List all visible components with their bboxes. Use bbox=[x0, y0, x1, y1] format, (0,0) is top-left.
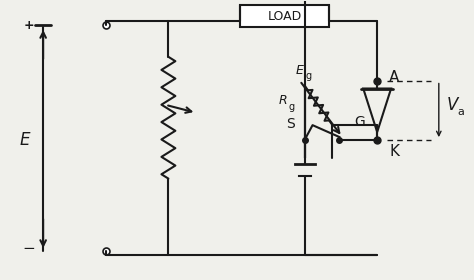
Text: −: − bbox=[23, 241, 36, 256]
Text: A: A bbox=[389, 70, 400, 85]
Text: G: G bbox=[354, 115, 365, 129]
Bar bbox=[240, 5, 329, 27]
Text: g: g bbox=[289, 102, 295, 112]
Text: LOAD: LOAD bbox=[268, 10, 302, 23]
Text: E: E bbox=[20, 131, 30, 149]
Text: K: K bbox=[389, 144, 399, 159]
Text: E: E bbox=[296, 64, 303, 77]
Text: +: + bbox=[24, 19, 35, 32]
Text: R: R bbox=[278, 94, 287, 107]
Text: a: a bbox=[458, 107, 465, 117]
Text: S: S bbox=[286, 117, 295, 131]
Text: V: V bbox=[447, 96, 458, 114]
Text: g: g bbox=[306, 71, 311, 81]
